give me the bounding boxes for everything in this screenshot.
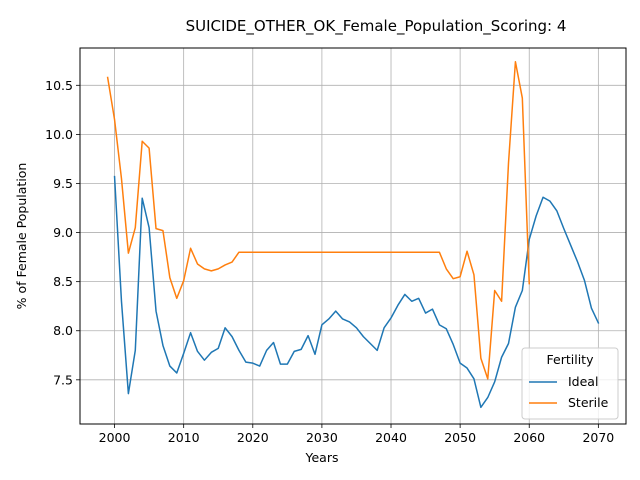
x-tick-label: 2030	[306, 430, 338, 445]
series-line-sterile	[106, 60, 531, 380]
x-tick-label: 2040	[375, 430, 407, 445]
legend: Fertility Ideal Sterile	[521, 347, 619, 420]
y-axis-ticks: 7.5 8.0 8.5 9.0 9.5 10.0 10.5	[45, 78, 80, 387]
x-tick-label: 2060	[513, 430, 545, 445]
x-axis-ticks: 2000 2010 2020 2030 2040 2050 2060 2070	[99, 424, 614, 445]
y-axis-title: % of Female Population	[14, 163, 29, 310]
legend-label-ideal: Ideal	[568, 374, 598, 389]
x-tick-label: 2020	[237, 430, 269, 445]
chart-title: SUICIDE_OTHER_OK_Female_Population_Scori…	[186, 17, 567, 36]
y-tick-label: 10.0	[45, 127, 73, 142]
series-layer	[106, 60, 600, 409]
y-tick-label: 9.0	[53, 225, 73, 240]
x-tick-label: 2010	[168, 430, 200, 445]
legend-label-sterile: Sterile	[568, 395, 609, 410]
legend-box	[521, 347, 619, 420]
series-line-ideal	[113, 175, 600, 409]
x-tick-label: 2000	[99, 430, 131, 445]
x-axis-title: Years	[305, 450, 339, 465]
legend-title: Fertility	[547, 352, 595, 367]
y-tick-label: 8.5	[53, 274, 73, 289]
x-tick-label: 2050	[444, 430, 476, 445]
x-tick-label: 2070	[582, 430, 614, 445]
plot-frame	[79, 47, 627, 425]
y-tick-label: 9.5	[53, 176, 73, 191]
y-tick-label: 8.0	[53, 323, 73, 338]
y-tick-label: 7.5	[53, 372, 73, 387]
y-tick-label: 10.5	[45, 78, 73, 93]
